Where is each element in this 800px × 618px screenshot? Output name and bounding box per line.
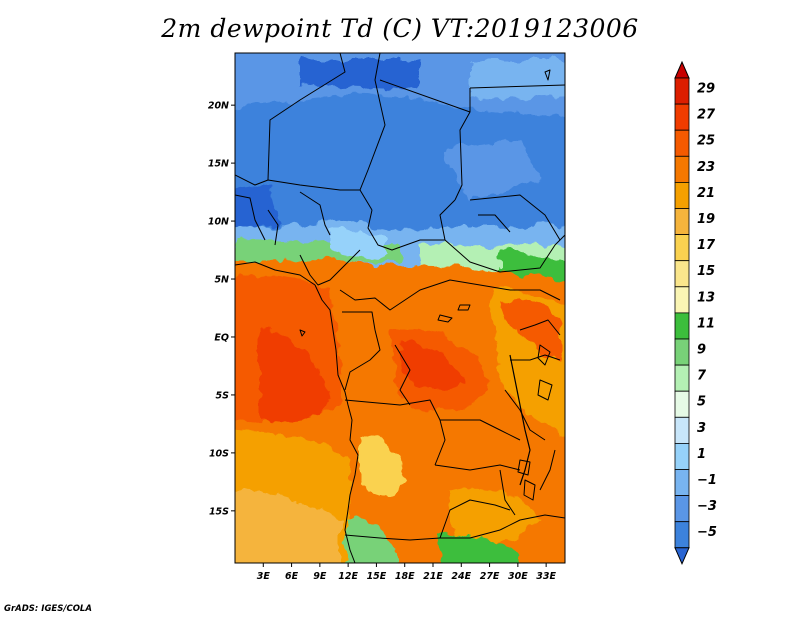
- latitude-tick-label: 15N: [208, 159, 229, 170]
- colorbar-swatch: [674, 312, 690, 340]
- colorbar-swatch: [674, 521, 690, 549]
- latitude-tick-label: 10N: [208, 217, 229, 228]
- colorbar-swatch: [674, 234, 690, 262]
- colorbar-swatch: [674, 390, 690, 418]
- dewpoint-field: [235, 53, 565, 563]
- colorbar-swatch: [674, 103, 690, 131]
- colorbar-max-arrow: [674, 60, 690, 79]
- colorbar-swatch: [674, 129, 690, 157]
- colorbar-swatch: [674, 286, 690, 314]
- latitude-tick-label: 20N: [208, 101, 229, 112]
- colorbar-label: −1: [697, 473, 717, 488]
- colorbar-label: 9: [697, 343, 706, 358]
- latitude-tick-label: 10S: [209, 448, 229, 459]
- longitude-tick-label: 3E: [257, 571, 271, 582]
- colorbar-swatch: [674, 469, 690, 497]
- grads-credit: GrADS: IGES/COLA: [4, 604, 92, 614]
- latitude-tick-label: EQ: [214, 332, 229, 343]
- colorbar-label: 19: [697, 212, 715, 227]
- colorbar-label: 29: [697, 82, 715, 97]
- country-borders: [235, 53, 565, 563]
- colorbar-swatch: [674, 155, 690, 183]
- colorbar-swatch: [674, 181, 690, 209]
- colorbar-label: 1: [697, 447, 706, 462]
- colorbar-swatch: [674, 416, 690, 444]
- longitude-tick-label: 12E: [338, 571, 358, 582]
- longitude-tick-label: 30E: [508, 571, 528, 582]
- colorbar-swatch: [674, 495, 690, 523]
- colorbar-swatch: [674, 260, 690, 288]
- colorbar-swatch: [674, 442, 690, 470]
- colorbar-label: 13: [697, 290, 715, 305]
- colorbar-label: 3: [697, 421, 706, 436]
- latitude-tick-label: 5N: [214, 275, 229, 286]
- colorbar-label: 11: [697, 316, 715, 331]
- colorbar-label: 15: [697, 264, 715, 279]
- colorbar-label: −3: [697, 499, 717, 514]
- colorbar-swatch: [674, 338, 690, 366]
- colorbar-swatch: [674, 364, 690, 392]
- latitude-axis: 20N 15N 10N 5N EQ 5S 10S 15S: [208, 101, 235, 517]
- longitude-tick-label: 18E: [395, 571, 415, 582]
- longitude-tick-label: 6E: [285, 571, 299, 582]
- colorbar: 29 27 25 23 21 19 17 15 13 11 9 7 5 3 1 −1 −3 −5: [674, 60, 717, 566]
- colorbar-label: 21: [697, 186, 715, 201]
- colorbar-label: 5: [697, 395, 706, 410]
- longitude-tick-label: 24E: [451, 571, 471, 582]
- longitude-tick-label: 21E: [423, 571, 443, 582]
- longitude-tick-label: 15E: [367, 571, 387, 582]
- map-title: 2m dewpoint Td (C) VT:2019123006: [161, 14, 639, 43]
- latitude-tick-label: 5S: [216, 390, 230, 401]
- colorbar-label: 27: [697, 108, 716, 123]
- colorbar-min-arrow: [674, 547, 690, 566]
- map-frame: [234, 52, 566, 564]
- colorbar-label: 25: [697, 134, 715, 149]
- longitude-axis: 3E 6E 9E 12E 15E 18E 21E 24E 27E 30E 33E: [257, 563, 557, 582]
- latitude-tick-label: 15S: [209, 506, 229, 517]
- longitude-tick-label: 33E: [536, 571, 556, 582]
- colorbar-swatch: [674, 77, 690, 105]
- colorbar-label: 23: [697, 160, 715, 175]
- colorbar-swatch: [674, 208, 690, 236]
- colorbar-label: 17: [697, 238, 716, 253]
- colorbar-label: 7: [697, 369, 707, 384]
- longitude-tick-label: 27E: [480, 571, 500, 582]
- colorbar-label: −5: [697, 525, 717, 540]
- longitude-tick-label: 9E: [313, 571, 327, 582]
